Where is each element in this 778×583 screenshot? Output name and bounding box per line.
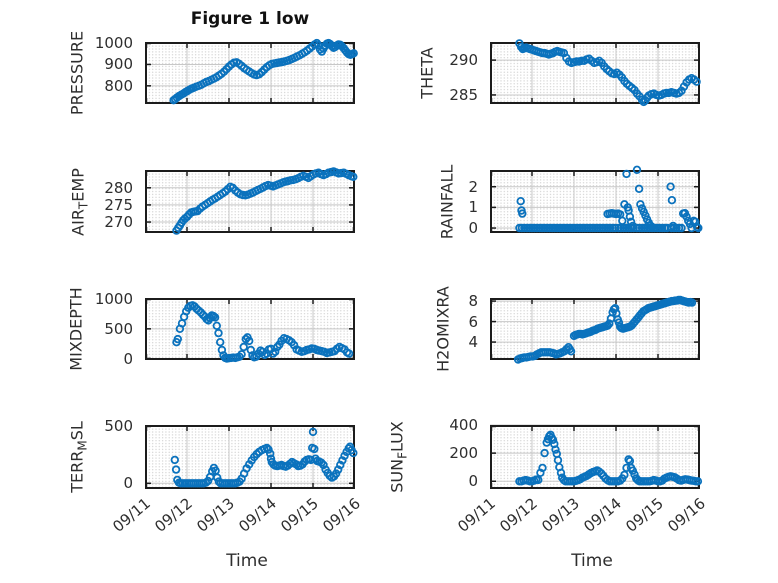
x-tick-label: 09/14 bbox=[235, 494, 280, 536]
x-tick-label: 09/13 bbox=[538, 494, 583, 536]
y-tick-label: 900 bbox=[104, 55, 133, 74]
y-tick-label: 0 bbox=[468, 219, 478, 238]
data-markers bbox=[515, 430, 703, 486]
y-tick-label: 0 bbox=[123, 474, 133, 493]
y-tick-label: 1000 bbox=[94, 289, 133, 308]
y-tick-label: 0 bbox=[123, 350, 133, 369]
x-tick-label: 09/13 bbox=[193, 494, 238, 536]
y-tick-label: 200 bbox=[449, 444, 478, 463]
y-axis-label: TERRMSL bbox=[67, 421, 90, 493]
subplot-terr-msl: 0 500 TERRMSL 09/11 09/12 09/13 09/14 09/15 09/1… bbox=[68, 417, 364, 536]
plot-area bbox=[490, 295, 700, 364]
y-tick-label: 1 bbox=[468, 198, 478, 217]
y-tick-label: 290 bbox=[449, 51, 478, 70]
plot-area bbox=[145, 298, 355, 363]
x-tick-label: 09/16 bbox=[664, 494, 709, 536]
plot-area bbox=[145, 38, 358, 105]
y-axis-label: THETA bbox=[417, 47, 437, 99]
y-tick-label: 2 bbox=[468, 177, 478, 196]
subplot-mixdepth: 0 500 1000 MIXDEPTH bbox=[67, 287, 355, 371]
plot-area bbox=[145, 167, 358, 235]
y-tick-label: 280 bbox=[104, 178, 133, 197]
data-markers bbox=[515, 165, 703, 233]
subplot-air-temp: 270 275 280 AIRTEMP bbox=[69, 167, 358, 235]
subplot-sun-flux: 0 200 400 SUNFLUX 09/11 09/12 09/13 09/14 09/15 0… bbox=[388, 416, 709, 536]
subplot-theta: 285 290 THETA bbox=[418, 39, 701, 107]
y-axis-label: H2OMIXRA bbox=[433, 286, 453, 372]
y-tick-label: 285 bbox=[449, 85, 478, 104]
x-tick-label: 09/14 bbox=[580, 494, 625, 536]
data-markers bbox=[515, 39, 701, 107]
y-axis-label: AIRTEMP bbox=[68, 167, 91, 236]
y-tick-label: 0 bbox=[468, 472, 478, 491]
plot-area bbox=[490, 165, 703, 233]
x-tick-label: 09/12 bbox=[151, 494, 196, 536]
x-tick-label: 09/12 bbox=[496, 494, 541, 536]
x-tick-label: 09/15 bbox=[277, 494, 322, 536]
subplot-pressure: 800 900 1000 PRESSURE bbox=[68, 31, 358, 115]
y-tick-label: 800 bbox=[104, 76, 133, 95]
y-axis-label: PRESSURE bbox=[67, 30, 87, 116]
data-markers bbox=[172, 167, 358, 235]
data-markers bbox=[170, 427, 358, 488]
y-tick-label: 500 bbox=[104, 319, 133, 338]
y-tick-label: 4 bbox=[468, 333, 478, 352]
y-axis-label: SUNFLUX bbox=[387, 421, 410, 493]
y-tick-label: 270 bbox=[104, 213, 133, 232]
x-tick-label: 09/11 bbox=[454, 494, 499, 536]
y-tick-label: 400 bbox=[449, 416, 478, 434]
y-tick-label: 1000 bbox=[94, 34, 133, 53]
y-tick-label: 6 bbox=[468, 312, 478, 331]
plot-area bbox=[490, 424, 703, 489]
x-axis-title-left: Time bbox=[226, 551, 268, 571]
plot-area bbox=[490, 39, 701, 107]
subplot-h2omixra: 4 6 8 H2OMIXRA bbox=[434, 286, 700, 372]
figure-title: Figure 1 low bbox=[190, 9, 310, 29]
data-markers bbox=[513, 295, 697, 364]
subplot-rainfall: 0 1 2 RAINFALL bbox=[438, 164, 703, 239]
x-tick-label: 09/15 bbox=[622, 494, 667, 536]
y-tick-label: 500 bbox=[104, 417, 133, 436]
data-markers bbox=[169, 38, 358, 105]
y-axis-label: MIXDEPTH bbox=[66, 287, 86, 371]
y-tick-label: 275 bbox=[104, 195, 133, 214]
tick-marks bbox=[145, 42, 355, 102]
plot-area bbox=[145, 425, 358, 489]
x-tick-label: 09/16 bbox=[319, 494, 364, 536]
x-axis-title-right: Time bbox=[571, 551, 613, 571]
y-axis-label: RAINFALL bbox=[437, 164, 457, 239]
y-tick-label: 8 bbox=[468, 292, 478, 311]
tick-marks bbox=[490, 44, 700, 102]
data-markers bbox=[172, 301, 354, 363]
x-tick-label: 09/11 bbox=[109, 494, 154, 536]
